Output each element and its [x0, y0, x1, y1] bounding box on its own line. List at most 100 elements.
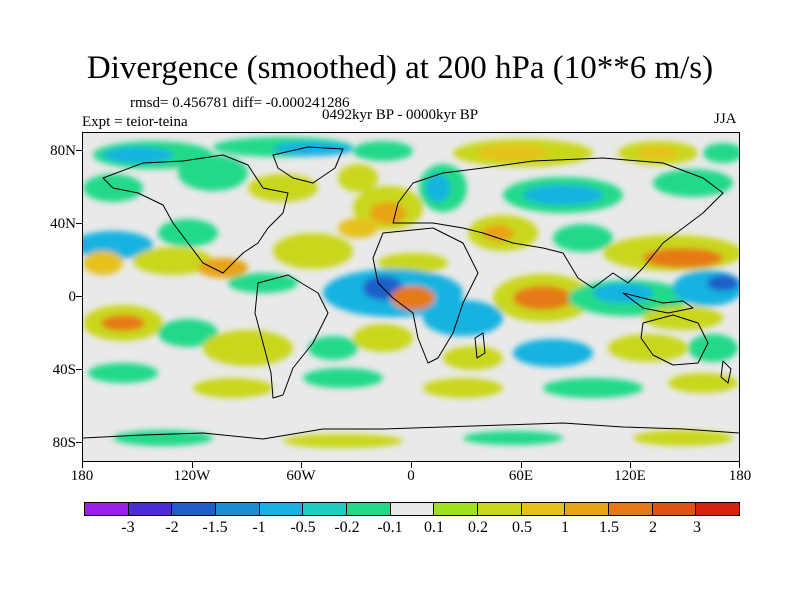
colorbar-label: -1 [252, 519, 266, 536]
colorbar [84, 502, 740, 516]
divergence-map [82, 132, 740, 462]
lat-tick [76, 369, 82, 370]
lon-tick [630, 462, 631, 468]
lon-label-180e: 180 [728, 468, 752, 484]
map-svg [83, 137, 739, 448]
field-blob [303, 368, 383, 388]
lon-tick [411, 462, 412, 468]
lon-label-0: 0 [407, 468, 415, 484]
colorbar-label: 1.5 [599, 519, 619, 536]
field-blob [423, 300, 503, 336]
lon-tick [521, 462, 522, 468]
field-blob [273, 233, 353, 269]
field-blob [463, 431, 563, 445]
coastline-africa [372, 227, 479, 364]
field-blob [113, 430, 213, 446]
colorbar-swatch [696, 503, 740, 515]
lon-tick [739, 462, 740, 468]
coastline-greenland [272, 146, 344, 184]
colorbar-label: -0.5 [290, 519, 316, 536]
lon-label-60w: 60W [286, 468, 316, 484]
colorbar-label: 0.5 [512, 519, 532, 536]
field-blob [178, 155, 248, 191]
field-blob [308, 336, 358, 360]
lon-tick [82, 462, 83, 468]
colorbar-label: 1 [561, 519, 569, 536]
field-blob [203, 330, 293, 366]
field-blob [426, 174, 450, 202]
lat-label-0: 0 [68, 289, 77, 305]
lon-tick [192, 462, 193, 468]
colorbar-swatch [521, 503, 566, 515]
colorbar-swatch [609, 503, 653, 515]
lat-tick [76, 442, 82, 443]
lon-label-120w: 120W [173, 468, 211, 484]
colorbar-swatch [434, 503, 479, 515]
field-blob [443, 346, 503, 370]
coastline-north-america [102, 154, 289, 274]
coastline-madagascar [474, 332, 486, 359]
field-blob [653, 169, 733, 197]
field-blob [248, 174, 318, 202]
field-blob [513, 286, 573, 310]
colorbar-swatch [85, 503, 129, 515]
field-blob [703, 143, 739, 163]
coastline-australia [640, 314, 709, 366]
field-blob [193, 378, 273, 398]
season-label: JJA [714, 111, 737, 127]
lon-label-120e: 120E [614, 468, 646, 484]
field-blob [370, 202, 406, 224]
field-blob [543, 378, 643, 398]
field-blob [158, 219, 218, 247]
field-blob [513, 339, 593, 367]
colorbar-label: 0.2 [468, 519, 488, 536]
field-blob [133, 247, 213, 275]
colorbar-label: -3 [121, 519, 135, 536]
field-blob [228, 273, 298, 293]
colorbar-label: -1.5 [202, 519, 228, 536]
colorbar-label: -2 [165, 519, 179, 536]
colorbar-label: -0.1 [377, 519, 403, 536]
field-blob [668, 373, 738, 393]
field-blob [638, 147, 678, 159]
lat-label-80n: 80N [50, 143, 76, 159]
map-title: Divergence (smoothed) at 200 hPa (10**6 … [86, 50, 714, 86]
coastline-new-zealand [720, 360, 732, 384]
colorbar-swatch [128, 503, 173, 515]
lat-tick [76, 296, 82, 297]
field-blob [353, 141, 413, 161]
lat-label-40s: 40S [52, 362, 76, 378]
field-blob [378, 253, 448, 273]
colorbar-swatch [478, 503, 522, 515]
field-blob [103, 147, 173, 163]
colorbar-label: 2 [649, 519, 657, 536]
colorbar-swatch [347, 503, 391, 515]
field-blob [88, 363, 158, 383]
field-blob [283, 434, 403, 448]
field-blob [101, 315, 145, 331]
stats-line: rmsd= 0.456781 diff= -0.000241286 [130, 95, 350, 111]
lat-tick [76, 223, 82, 224]
colorbar-swatch [652, 503, 697, 515]
field-blob [353, 324, 413, 352]
lat-label-80s: 80S [52, 435, 76, 451]
lat-tick [76, 150, 82, 151]
field-blob [273, 142, 353, 156]
coastline-antarctica [83, 422, 739, 440]
colorbar-swatch [259, 503, 304, 515]
field-blob [83, 251, 123, 275]
colorbar-label: 0.1 [424, 519, 444, 536]
colorbar-label: -0.2 [334, 519, 360, 536]
coastline-eurasia [392, 157, 724, 289]
field-blob [553, 224, 613, 252]
field-blob [643, 248, 723, 268]
colorbar-swatch [172, 503, 217, 515]
experiment-label: Expt = teior-teina [82, 114, 188, 130]
coastlines [83, 146, 739, 440]
field-blob [707, 275, 739, 291]
divergence-field [83, 137, 739, 448]
colorbar-swatch [390, 503, 435, 515]
field-blob [482, 225, 514, 241]
colorbar-swatch [303, 503, 348, 515]
coastline-south-america [254, 274, 329, 399]
